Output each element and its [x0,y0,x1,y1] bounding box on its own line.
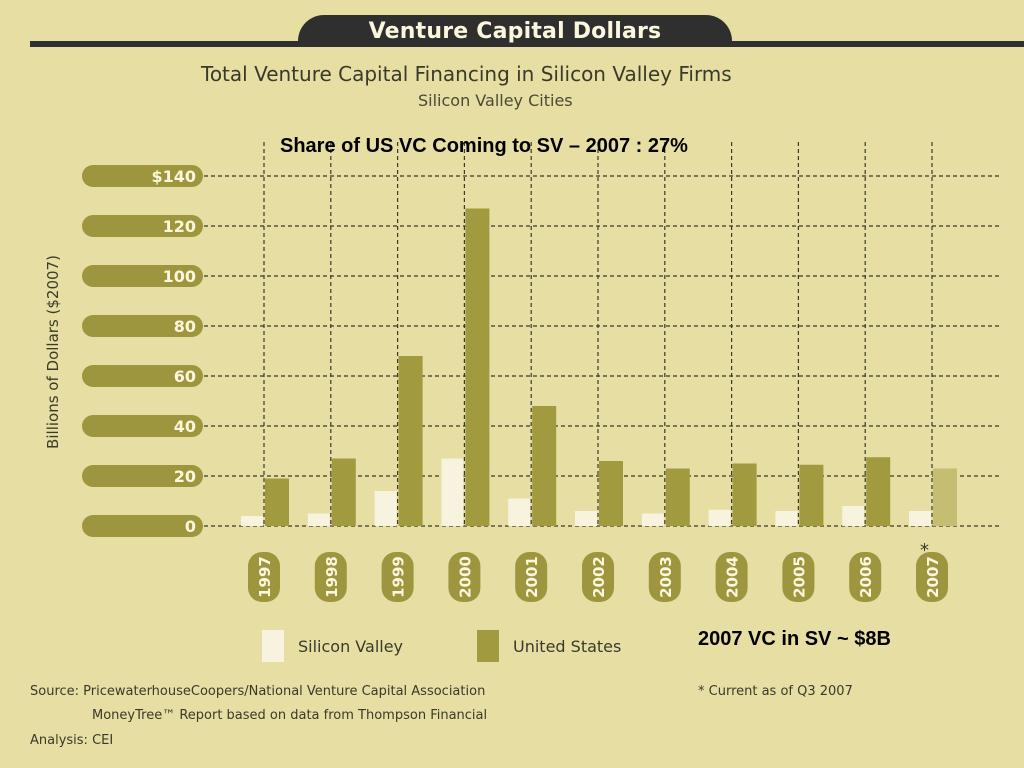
y-tick-pill-120 [82,215,203,237]
y-tick-pill-80 [82,315,203,337]
x-tick-pill-2007 [916,552,948,602]
bar-silicon-valley-2004 [708,509,731,526]
bar-united-states-2003 [665,468,690,526]
x-tick-pill-1999 [381,552,414,602]
bar-silicon-valley-2005 [775,511,798,526]
x-tick-label-2004: 2004 [724,556,742,598]
bar-silicon-valley-2002 [575,511,597,526]
bar-united-states-2002 [599,461,623,526]
header-title: Venture Capital Dollars [298,15,732,47]
y-tick-label-40: 40 [174,417,196,436]
bar-silicon-valley-2006 [842,506,865,526]
x-tick-pill-2006 [849,552,882,602]
bar-silicon-valley-2003 [641,513,664,526]
x-tick-pill-2000 [448,552,481,602]
bar-united-states-1997 [265,478,289,526]
bar-silicon-valley-2001 [508,498,531,526]
x-tick-pill-1998 [314,552,347,602]
x-tick-label-2005: 2005 [790,556,808,598]
bar-silicon-valley-1997 [241,516,263,526]
y-tick-label-20: 20 [174,467,196,486]
legend-item-silicon-valley: Silicon Valley [262,630,403,662]
bar-united-states-2004 [732,463,757,526]
source-line-1: Source: PricewaterhouseCoopers/National … [30,684,486,699]
y-tick-pill-40 [82,415,203,437]
legend-label-united-states: United States [513,636,622,656]
x-tick-label-2007: 2007 [924,556,942,598]
y-tick-label-0: 0 [185,517,196,536]
y-tick-pill-60 [82,365,203,387]
chart-subtitle: Silicon Valley Cities [418,91,573,110]
y-tick-pill-100 [82,265,203,287]
y-tick-pill-0 [82,515,203,537]
bar-united-states-2007 [933,468,957,526]
x-tick-pill-2002 [582,552,614,602]
bar-silicon-valley-2000 [441,458,464,526]
bar-silicon-valley-2007 [909,511,931,526]
x-tick-pill-2004 [715,552,748,602]
x-tick-pill-2001 [515,552,548,602]
y-axis-label: Billions of Dollars ($2007) [44,255,62,449]
x-tick-pill-2003 [648,552,681,602]
x-tick-label-1999: 1999 [390,556,408,598]
y-tick-pill-140 [82,165,203,187]
legend-item-united-states: United States [477,630,621,662]
bar-united-states-2000 [465,208,490,526]
y-tick-label-80: 80 [174,317,196,336]
x-tick-pill-1997 [248,552,280,602]
x-tick-label-2006: 2006 [857,556,875,598]
y-tick-label-60: 60 [174,367,196,386]
share-annotation: Share of US VC Coming to SV – 2007 : 27% [280,135,688,157]
x-tick-pill-2005 [782,552,815,602]
bar-united-states-1999 [398,356,423,526]
analysis-credit: Analysis: CEI [30,733,114,748]
x-tick-label-2000: 2000 [456,556,474,598]
x-tick-label-1997: 1997 [256,556,274,598]
y-tick-pill-20 [82,465,203,487]
bar-united-states-2005 [799,464,824,526]
x-tick-label-2002: 2002 [590,556,608,598]
x-tick-label-2003: 2003 [657,556,675,598]
y-tick-label-140: $140 [151,167,196,186]
source-line-2: MoneyTree™ Report based on data from Tho… [92,708,488,723]
bar-united-states-2001 [532,406,557,526]
x-tick-label-1998: 1998 [323,556,341,598]
sv-2007-annotation: 2007 VC in SV ~ $8B [698,628,891,650]
legend-swatch-silicon-valley [262,630,284,662]
bar-united-states-2006 [866,457,891,526]
x-tick-label-2001: 2001 [523,556,541,598]
legend-swatch-united-states [477,630,499,662]
y-tick-label-120: 120 [163,217,196,236]
asterisk-2007: * [920,540,929,561]
footnote: * Current as of Q3 2007 [698,684,853,699]
bar-silicon-valley-1999 [374,491,397,526]
legend-label-silicon-valley: Silicon Valley [298,636,404,656]
y-tick-label-100: 100 [163,267,196,286]
bar-united-states-1998 [331,458,356,526]
chart-title: Total Venture Capital Financing in Silic… [201,62,732,86]
bar-silicon-valley-1998 [307,513,330,526]
